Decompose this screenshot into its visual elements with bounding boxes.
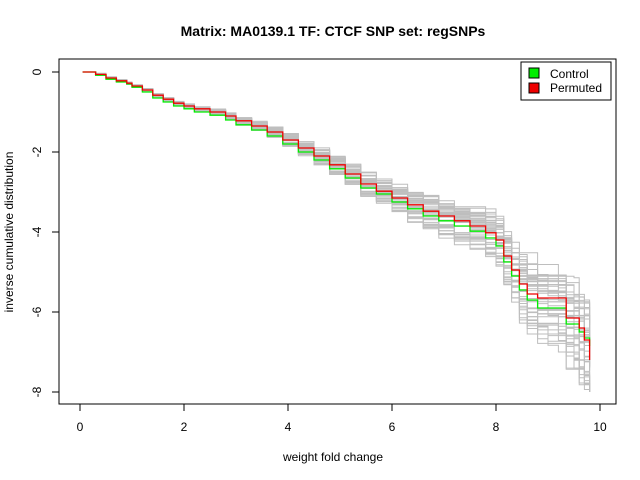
random-permutation-line [82, 71, 591, 350]
x-tick-label: 10 [593, 420, 607, 434]
y-tick-label: -4 [30, 226, 44, 237]
x-axis: 0 2 4 6 8 10 [77, 403, 607, 434]
random-permutation-line [82, 71, 590, 352]
random-permutation-line [82, 71, 591, 368]
y-tick-label: -6 [30, 306, 44, 317]
legend-swatch-control [528, 67, 540, 79]
random-permutation-line [82, 71, 591, 333]
series-line-control [82, 71, 591, 346]
random-permutation-line [82, 71, 591, 392]
plot-frame [58, 58, 617, 405]
random-permutation-line [82, 71, 591, 352]
random-permutation-line [82, 71, 590, 372]
random-permutation-line [82, 71, 591, 365]
random-permutation-line [82, 71, 591, 357]
x-tick-label: 2 [181, 420, 188, 434]
y-tick-label: 0 [30, 68, 44, 75]
random-permutation-line [82, 71, 591, 315]
random-permutation-line [82, 71, 591, 371]
x-axis-label: weight fold change [282, 450, 383, 464]
x-tick-label: 4 [285, 420, 292, 434]
random-permutation-line [82, 71, 590, 386]
random-permutation-line [82, 71, 591, 317]
random-permutation-line [82, 71, 591, 392]
random-permutation-line [82, 71, 590, 357]
random-permutation-line [82, 71, 591, 392]
y-axis: 0 -2 -4 -6 -8 [30, 68, 60, 397]
y-axis-label: inverse cumulative distribution [2, 152, 16, 313]
legend: Control Permuted [520, 61, 612, 101]
x-tick-label: 0 [77, 420, 84, 434]
random-permutation-line [82, 71, 590, 385]
random-permutation-line [82, 71, 591, 392]
random-permutation-line [82, 71, 591, 392]
series-lines [82, 71, 591, 360]
x-tick-label: 6 [389, 420, 396, 434]
random-permutation-line [82, 71, 591, 309]
legend-label-control: Control [550, 67, 589, 81]
random-permutation-line [82, 71, 591, 367]
chart-title: Matrix: MA0139.1 TF: CTCF SNP set: regSN… [181, 23, 486, 39]
series-line-permuted [82, 71, 591, 360]
random-permutation-line [82, 71, 591, 367]
y-tick-label: -2 [30, 146, 44, 157]
legend-swatch-permuted [528, 82, 540, 94]
random-permutation-line [82, 71, 591, 368]
random-permutation-line [82, 71, 590, 358]
random-permutation-line [82, 71, 590, 390]
legend-label-permuted: Permuted [550, 81, 602, 95]
random-permutation-line [82, 71, 591, 392]
x-tick-label: 8 [493, 420, 500, 434]
random-permutation-line [82, 71, 591, 330]
random-permutation-line [82, 71, 591, 392]
random-permutation-line [82, 71, 591, 345]
random-permutation-lines [82, 71, 591, 392]
random-permutation-line [82, 71, 591, 336]
random-permutation-line [82, 71, 590, 329]
y-tick-label: -8 [30, 386, 44, 397]
random-permutation-line [82, 71, 591, 357]
random-permutation-line [82, 71, 591, 347]
random-permutation-line [82, 71, 591, 392]
random-permutation-line [82, 71, 591, 392]
